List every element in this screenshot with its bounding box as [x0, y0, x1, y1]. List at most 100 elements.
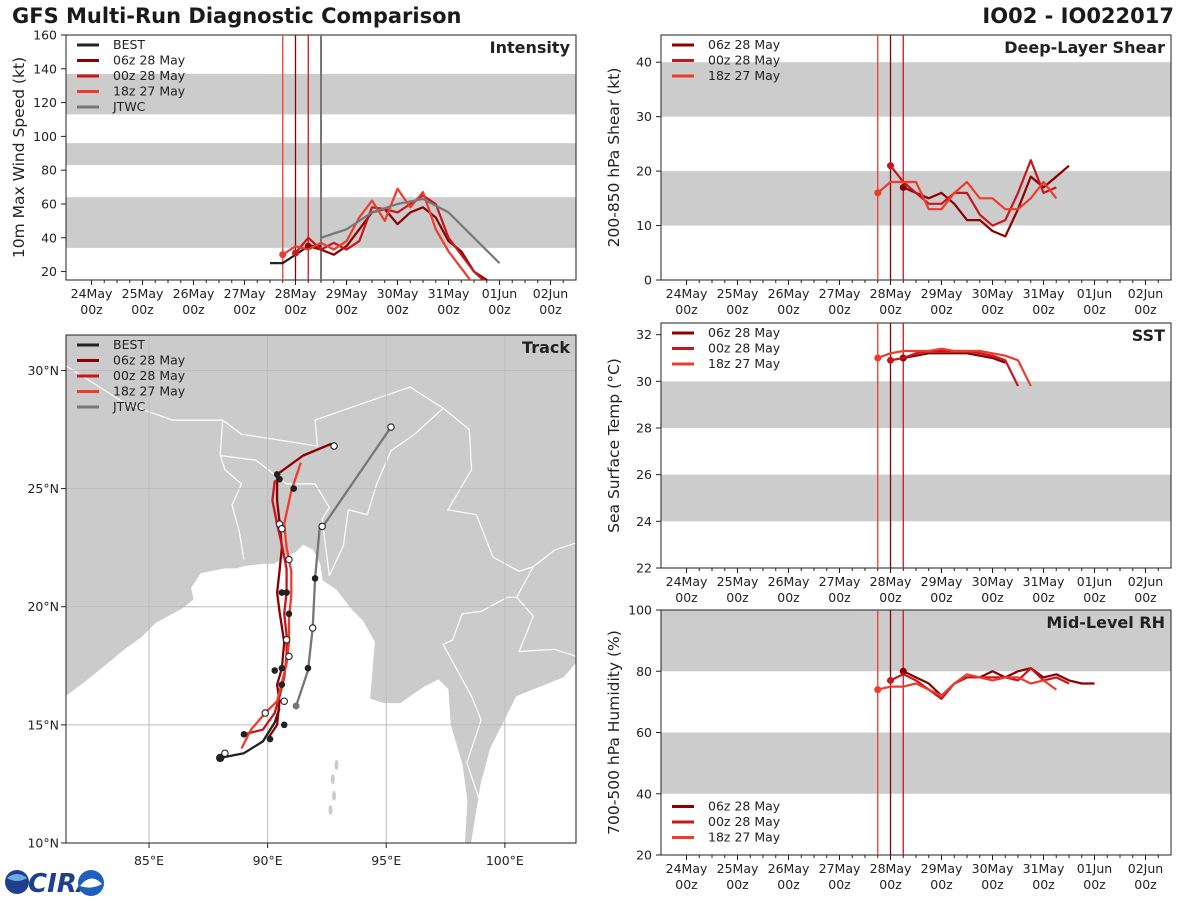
- track-xtick-label: 90°E: [253, 853, 283, 868]
- shear-xtick-label: 30May: [972, 286, 1014, 301]
- sst-xtick-label: 00z: [981, 590, 1004, 605]
- jtwc-start-marker: [292, 702, 300, 710]
- country-border: [219, 455, 245, 560]
- intensity-title: Intensity: [490, 38, 571, 57]
- track-legend-label: BEST: [113, 337, 145, 352]
- track-marker-filled: [266, 735, 274, 743]
- shear-xtick-label: 01Jun: [1077, 286, 1112, 301]
- sst-xtick-label: 00z: [879, 590, 902, 605]
- rh-xtick-label: 30May: [972, 861, 1014, 876]
- sst-series-line: [903, 352, 1006, 364]
- track-marker-filled: [273, 471, 281, 478]
- shear-ylabel: 200-850 hPa Shear (kt): [605, 68, 623, 248]
- track-marker-open: [308, 624, 317, 632]
- track-ytick-label: 20°N: [27, 599, 59, 614]
- track-marker-open: [285, 555, 293, 564]
- rh-xtick-label: 31May: [1023, 861, 1065, 876]
- rh-ytick-label: 40: [636, 786, 652, 801]
- track-marker-open: [285, 652, 293, 661]
- rh-xtick-label: 29May: [921, 861, 963, 876]
- sst-ytick-label: 22: [636, 561, 652, 576]
- track-marker-open: [261, 709, 270, 717]
- sst-xtick-label: 24May: [666, 574, 708, 589]
- track-map-layer: [66, 335, 576, 843]
- rh-legend-label: 06z 28 May: [708, 799, 781, 814]
- sst-xtick-label: 26May: [768, 574, 810, 589]
- track-marker-filled: [278, 589, 286, 596]
- track-marker-filled: [311, 575, 319, 582]
- shear-series-marker: [874, 189, 882, 197]
- sst-series-marker: [874, 354, 882, 362]
- track-marker-filled: [304, 664, 312, 672]
- intensity-ytick-label: 120: [33, 95, 57, 110]
- intensity-xtick-label: 02Jun: [533, 286, 568, 301]
- sst-xtick-label: 00z: [726, 590, 749, 605]
- intensity-series-line: [320, 197, 501, 264]
- island: [330, 774, 335, 785]
- track-legend-label: 18z 27 May: [113, 384, 186, 399]
- rh-title: Mid-Level RH: [1046, 613, 1165, 632]
- track-marker-open: [282, 636, 291, 644]
- sst-xtick-label: 00z: [1083, 590, 1106, 605]
- rh-xtick-label: 25May: [717, 861, 759, 876]
- intensity-ytick-label: 20: [41, 264, 57, 279]
- shear-xtick-label: 28May: [870, 286, 912, 301]
- intensity-xtick-label: 00z: [386, 302, 409, 317]
- intensity-xtick-label: 25May: [122, 286, 164, 301]
- shear-xtick-label: 00z: [675, 302, 698, 317]
- rh-ylabel: 700-500 hPa Humidity (%): [605, 630, 623, 835]
- sst-xtick-label: 00z: [675, 590, 698, 605]
- shear-legend-label: 06z 28 May: [708, 37, 781, 52]
- rh-xtick-label: 00z: [675, 877, 698, 892]
- track-marker-filled: [283, 589, 290, 596]
- track-marker-filled: [280, 721, 288, 729]
- shear-ytick-label: 0: [644, 273, 652, 288]
- shear-band: [661, 171, 1171, 226]
- track-marker-filled: [290, 485, 298, 492]
- rh-xtick-label: 02Jun: [1128, 861, 1163, 876]
- rh-xtick-label: 00z: [1032, 877, 1055, 892]
- shear-legend-label: 18z 27 May: [708, 68, 781, 83]
- track-marker-open: [280, 697, 288, 705]
- intensity-legend-label: 18z 27 May: [113, 84, 186, 99]
- country-border: [516, 596, 576, 657]
- cira-logo: CIRA: [5, 869, 104, 899]
- rh-xtick-label: 00z: [879, 877, 902, 892]
- track-ytick-label: 15°N: [27, 717, 59, 732]
- rh-ytick-label: 100: [628, 603, 652, 618]
- shear-xtick-label: 00z: [981, 302, 1004, 317]
- intensity-legend-label: BEST: [113, 37, 145, 52]
- shear-xtick-label: 25May: [717, 286, 759, 301]
- rh-series-marker: [899, 667, 907, 675]
- track-ytick-label: 10°N: [27, 836, 59, 851]
- rh-ytick-label: 80: [636, 664, 652, 679]
- sst-ytick-label: 26: [636, 467, 652, 482]
- track-marker-open: [318, 522, 326, 531]
- sst-panel: 24May00z25May00z26May00z27May00z28May00z…: [605, 322, 1172, 605]
- track-marker-open: [221, 749, 229, 757]
- country-border: [222, 386, 444, 447]
- country-border: [328, 407, 535, 820]
- track-xtick-label: 85°E: [134, 853, 164, 868]
- shear-series-line: [889, 159, 1057, 227]
- logo-badge-wave: [80, 878, 102, 888]
- rh-ytick-label: 20: [636, 848, 652, 863]
- sst-legend-label: 00z 28 May: [708, 341, 781, 356]
- track-ytick-label: 25°N: [27, 481, 59, 496]
- intensity-xtick-label: 00z: [437, 302, 460, 317]
- sst-xtick-label: 29May: [921, 574, 963, 589]
- country-border: [66, 365, 224, 456]
- shear-band: [661, 62, 1171, 117]
- rh-xtick-label: 28May: [870, 861, 912, 876]
- intensity-xtick-label: 26May: [173, 286, 215, 301]
- sst-ylabel: Sea Surface Temp (°C): [605, 358, 623, 533]
- track-marker-filled: [278, 664, 286, 672]
- sst-xtick-label: 27May: [819, 574, 861, 589]
- track-marker-filled: [285, 610, 293, 618]
- rh-ytick-label: 60: [636, 725, 652, 740]
- track-frame: [65, 334, 577, 844]
- intensity-xtick-label: 24May: [71, 286, 113, 301]
- sst-ytick-label: 24: [636, 514, 652, 529]
- page-title: GFS Multi-Run Diagnostic Comparison: [12, 4, 462, 28]
